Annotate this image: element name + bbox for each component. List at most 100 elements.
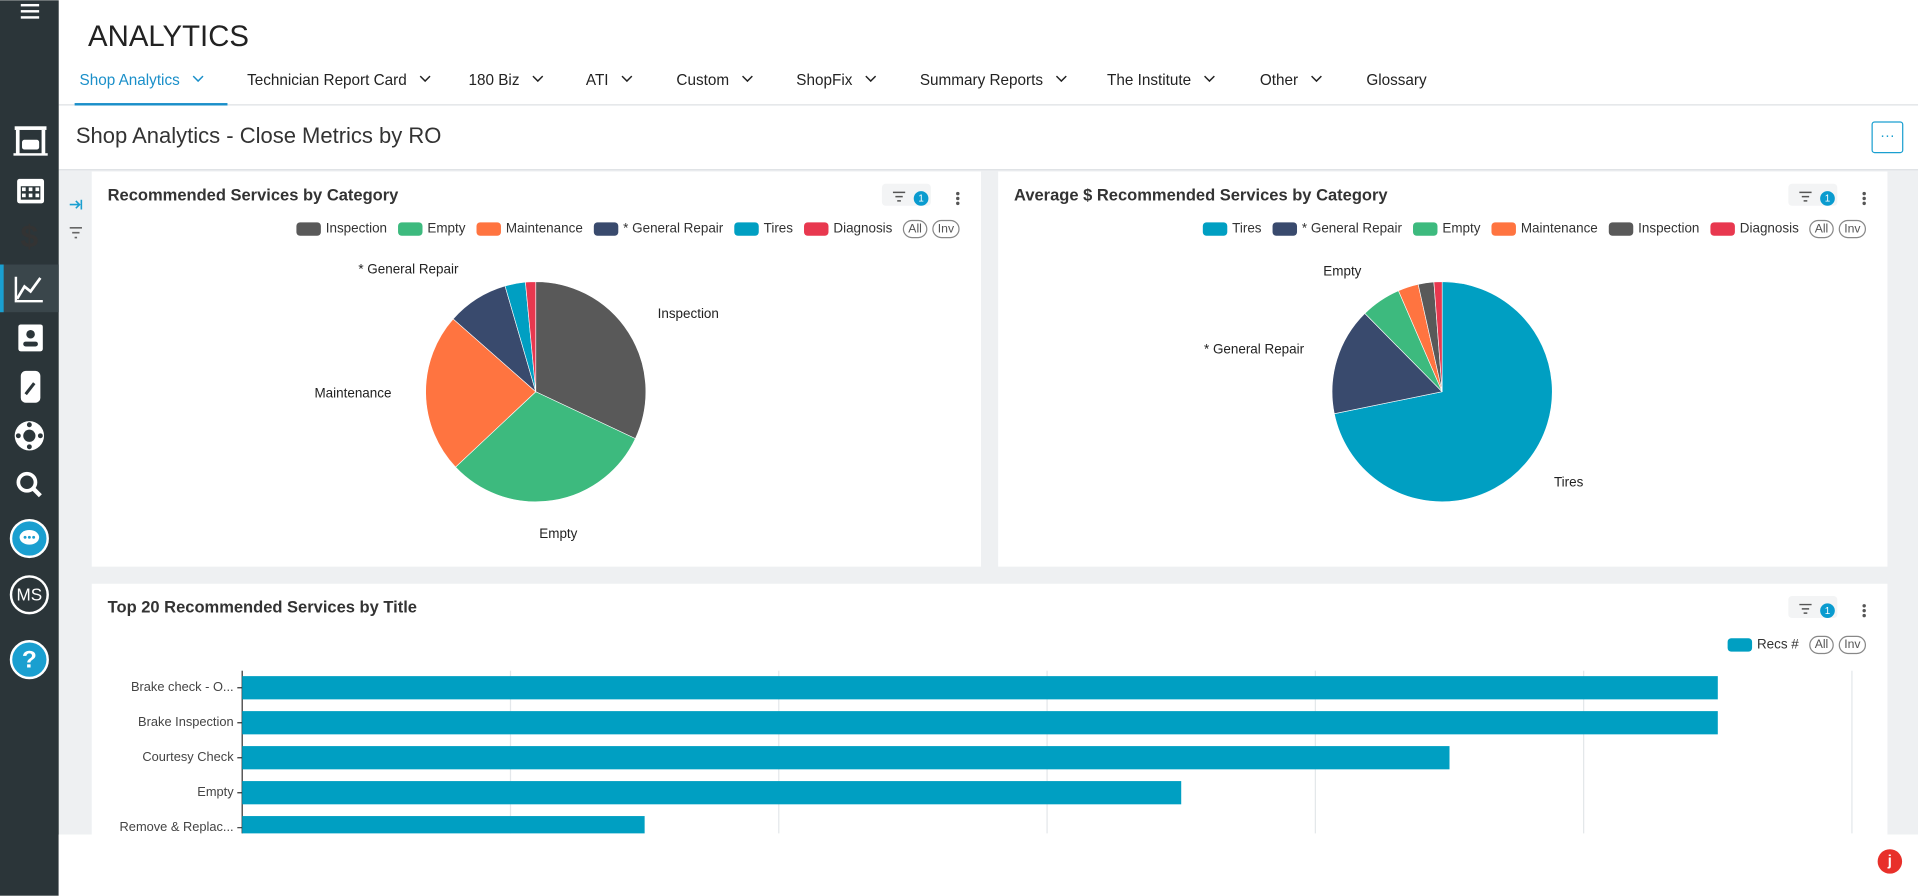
legend-swatch[interactable] [734, 222, 759, 236]
legend-swatch[interactable] [1710, 222, 1735, 236]
chat-icon[interactable] [9, 518, 49, 559]
filter-icon[interactable] [69, 227, 82, 239]
legend-button[interactable] [1809, 219, 1834, 239]
pie-slice[interactable] [1333, 281, 1553, 503]
tab[interactable]: Custom [676, 72, 729, 89]
legend-button[interactable] [902, 219, 928, 239]
legend-swatch[interactable] [296, 222, 321, 236]
page-title-bar [58, 105, 1918, 170]
legend-label[interactable]: Maintenance [506, 221, 583, 236]
pie-slice[interactable] [455, 391, 636, 503]
legend-label[interactable]: Tires [764, 221, 794, 236]
tab[interactable]: ATI [586, 72, 609, 89]
legend-button-label[interactable]: Inv [1844, 637, 1861, 651]
expand-icon[interactable] [69, 199, 83, 210]
tab[interactable]: 180 Biz [468, 72, 519, 89]
category-label: Courtesy Check [142, 749, 234, 764]
legend-swatch[interactable] [1413, 222, 1438, 236]
legend-button[interactable] [932, 219, 960, 239]
chevron [1055, 75, 1067, 83]
legend-button[interactable] [1809, 635, 1834, 655]
oil-icon[interactable] [20, 370, 41, 403]
legend-label[interactable]: Tires [1232, 221, 1262, 236]
kebab-dot[interactable] [1862, 191, 1866, 196]
plot: Brake check - O... Brake Inspection Courte… [120, 670, 1853, 839]
more-glyph: ··· [1880, 128, 1895, 144]
avatar-ring[interactable] [9, 575, 49, 615]
wheel-icon[interactable] [14, 421, 45, 451]
legend-button-label[interactable]: All [1815, 637, 1829, 651]
menu-icon[interactable] [20, 3, 40, 19]
chevron [742, 75, 753, 83]
pie-slice[interactable] [525, 281, 537, 392]
slice-label: Inspection [658, 306, 719, 321]
slice-label: * General Repair [1204, 341, 1305, 356]
legend-swatch[interactable] [1727, 638, 1753, 652]
bar[interactable] [242, 711, 1718, 735]
bar[interactable] [242, 781, 1182, 805]
legend-swatch[interactable] [1608, 222, 1634, 236]
shop-icon[interactable] [13, 126, 48, 156]
legend: Tires * General Repair Empty Maintenance Ins… [1202, 219, 1867, 239]
pie-slice[interactable] [1433, 281, 1443, 392]
help-icon[interactable] [9, 640, 49, 680]
kebab-dot[interactable] [1862, 608, 1866, 613]
kebab-dot[interactable] [1862, 613, 1866, 618]
legend-button-label[interactable]: Inv [1844, 221, 1861, 235]
legend-swatch[interactable] [398, 222, 423, 236]
contacts-icon[interactable] [18, 324, 43, 352]
legend-label[interactable]: Empty [1442, 221, 1480, 236]
legend-swatch[interactable] [804, 222, 829, 236]
kebab-dot[interactable] [956, 191, 960, 196]
tab[interactable]: Technician Report Card [247, 72, 407, 89]
bar[interactable] [242, 746, 1450, 770]
tab[interactable]: The Institute [1107, 72, 1191, 89]
chart-title: Top 20 Recommended Services by Title [108, 599, 417, 617]
legend-label[interactable]: * General Repair [623, 221, 724, 236]
legend-swatch[interactable] [1202, 222, 1228, 236]
legend-swatch[interactable] [1491, 222, 1516, 236]
support-button[interactable] [1877, 849, 1903, 874]
legend-button-label[interactable]: All [1815, 221, 1829, 235]
avatar-initials[interactable]: MS [17, 586, 43, 605]
slice-label: Tires [1554, 475, 1584, 490]
legend-swatch[interactable] [1272, 222, 1298, 236]
legend-label[interactable]: Inspection [1638, 221, 1699, 236]
legend-label[interactable]: Diagnosis [833, 221, 892, 236]
legend-swatch[interactable] [476, 222, 501, 236]
tab[interactable]: Other [1260, 72, 1298, 89]
pie-slice[interactable] [1331, 312, 1443, 415]
kebab-dot[interactable] [1862, 604, 1866, 608]
kebab-dot[interactable] [1862, 196, 1866, 201]
pie-slice[interactable] [535, 281, 647, 440]
tab[interactable]: Summary Reports [920, 72, 1043, 89]
dollar-icon[interactable]: $ [21, 218, 39, 254]
legend-label[interactable]: Diagnosis [1740, 221, 1799, 236]
filter-count: 1 [1825, 194, 1830, 205]
calendar-icon[interactable] [17, 178, 45, 204]
bar[interactable] [242, 816, 645, 839]
legend-button[interactable] [1838, 635, 1867, 655]
kebab-dot[interactable] [1862, 201, 1866, 206]
slice-label: * General Repair [358, 261, 459, 276]
legend-label[interactable]: * General Repair [1302, 221, 1403, 236]
search-icon[interactable] [16, 471, 42, 498]
analytics-icon[interactable] [15, 277, 42, 300]
legend-label[interactable]: Inspection [326, 221, 387, 236]
legend-label[interactable]: Maintenance [1521, 221, 1598, 236]
bar[interactable] [242, 676, 1718, 700]
legend-button-label[interactable]: Inv [938, 221, 955, 235]
legend-label[interactable]: Empty [427, 221, 465, 236]
slice-label: Empty [1323, 264, 1361, 279]
tab[interactable]: Glossary [1366, 72, 1427, 89]
legend-button-label[interactable]: All [908, 221, 922, 235]
legend-label[interactable]: Recs # [1757, 636, 1799, 651]
kebab-dot[interactable] [956, 201, 960, 206]
more-button[interactable] [1871, 121, 1904, 154]
tab[interactable]: Shop Analytics [80, 72, 181, 89]
legend-swatch[interactable] [593, 222, 619, 236]
pie-slice[interactable] [425, 318, 537, 468]
legend-button[interactable] [1838, 219, 1867, 239]
kebab-dot[interactable] [956, 196, 960, 201]
tab[interactable]: ShopFix [796, 72, 852, 89]
